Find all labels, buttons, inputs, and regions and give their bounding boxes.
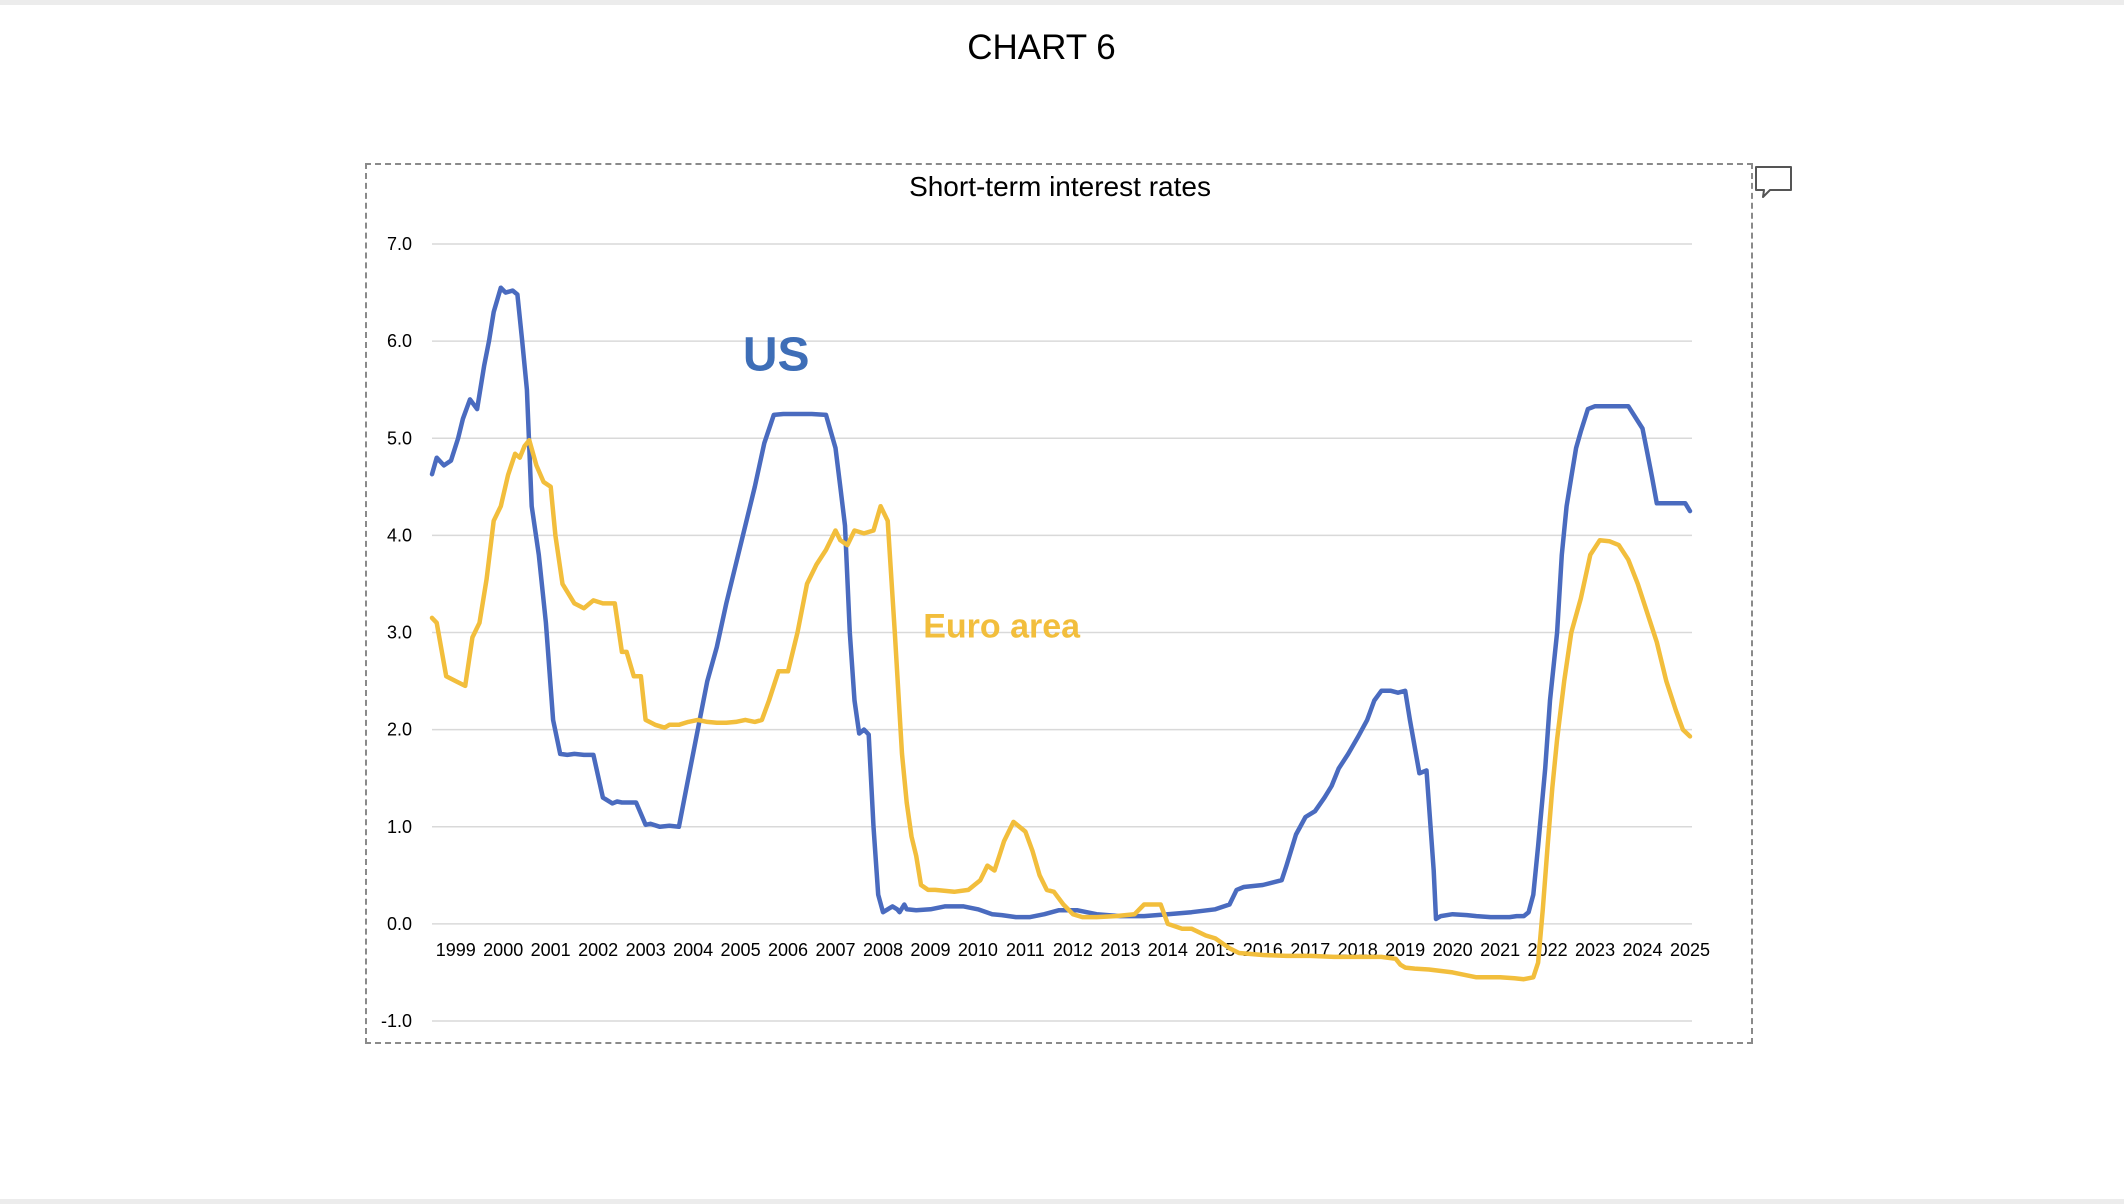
- y-tick-label: -1.0: [381, 1011, 412, 1031]
- series-line-us: [429, 285, 1693, 922]
- x-tick-label: 2021: [1480, 940, 1520, 960]
- x-tick-label: 2006: [768, 940, 808, 960]
- x-tick-label: 2011: [1006, 940, 1045, 960]
- x-tick-label: 2010: [958, 940, 998, 960]
- x-tick-label: 2020: [1433, 940, 1473, 960]
- y-tick-label: 5.0: [387, 428, 412, 448]
- x-tick-label: 2025: [1670, 940, 1710, 960]
- x-tick-label: 2014: [1148, 940, 1188, 960]
- chart-frame[interactable]: [365, 163, 1753, 1044]
- series-layer: [429, 285, 1693, 982]
- series-label-euro-area: Euro area: [923, 607, 1081, 645]
- series-label-us: US: [743, 328, 810, 381]
- gridlines: [432, 243, 1692, 1022]
- y-tick-label: 4.0: [387, 525, 412, 545]
- series-line-euro-area: [429, 437, 1693, 982]
- x-tick-label: 1999: [436, 940, 476, 960]
- x-tick-label: 2001: [531, 940, 571, 960]
- y-tick-label: 6.0: [387, 331, 412, 351]
- x-tick-label: 2019: [1385, 940, 1425, 960]
- x-tick-label: 2013: [1100, 940, 1140, 960]
- top-rule: [0, 0, 2124, 5]
- x-tick-label: 2023: [1575, 940, 1615, 960]
- y-axis: 7.0 6.0 5.0 4.0 3.0 2.0 1.0 0.0 -1.0: [381, 234, 412, 1031]
- y-tick-label: 1.0: [387, 817, 412, 837]
- x-tick-label: 2005: [721, 940, 761, 960]
- y-tick-label: 0.0: [387, 914, 412, 934]
- x-tick-label: 2007: [815, 940, 855, 960]
- y-tick-label: 2.0: [387, 720, 412, 740]
- page-title: CHART 6: [967, 28, 1116, 67]
- y-tick-label: 3.0: [387, 623, 412, 643]
- comment-icon[interactable]: [1753, 164, 1795, 204]
- x-tick-label: 2008: [863, 940, 903, 960]
- x-tick-label: 2002: [578, 940, 618, 960]
- x-axis: 1999 2000 2001 2002 2003 2004 2005 2006 2007 2008…: [436, 940, 1710, 960]
- x-tick-label: 2012: [1053, 940, 1093, 960]
- bottom-rule: [0, 1199, 2124, 1204]
- x-tick-label: 2009: [910, 940, 950, 960]
- x-tick-label: 2024: [1623, 940, 1663, 960]
- chart-title: Short-term interest rates: [909, 171, 1211, 202]
- x-tick-label: 2004: [673, 940, 713, 960]
- x-tick-label: 2022: [1528, 940, 1568, 960]
- x-tick-label: 2000: [483, 940, 523, 960]
- series-labels: US Euro area: [743, 328, 1081, 645]
- y-tick-label: 7.0: [387, 234, 412, 254]
- x-tick-label: 2003: [626, 940, 666, 960]
